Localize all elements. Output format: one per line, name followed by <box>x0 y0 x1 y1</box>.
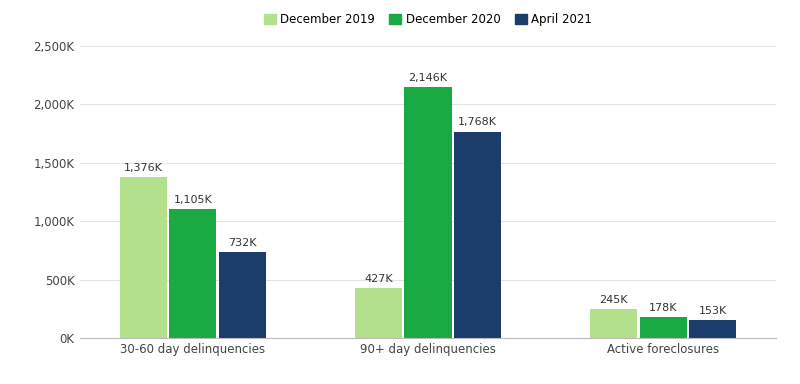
Text: 245K: 245K <box>599 295 628 305</box>
Text: 178K: 178K <box>649 303 678 313</box>
Text: 732K: 732K <box>228 238 257 248</box>
Bar <box>405 88 451 338</box>
Text: 1,768K: 1,768K <box>458 118 497 127</box>
Bar <box>170 209 216 338</box>
Bar <box>454 132 501 338</box>
Text: 1,105K: 1,105K <box>174 195 212 205</box>
Bar <box>355 288 402 338</box>
Legend: December 2019, December 2020, April 2021: December 2019, December 2020, April 2021 <box>259 8 597 31</box>
Bar <box>218 252 266 338</box>
Bar <box>120 177 167 338</box>
Bar <box>640 317 686 338</box>
Bar <box>689 320 736 338</box>
Text: 1,376K: 1,376K <box>124 163 163 173</box>
Bar <box>590 310 638 338</box>
Text: 427K: 427K <box>364 274 393 284</box>
Text: 2,146K: 2,146K <box>409 73 447 83</box>
Text: 153K: 153K <box>698 306 726 316</box>
